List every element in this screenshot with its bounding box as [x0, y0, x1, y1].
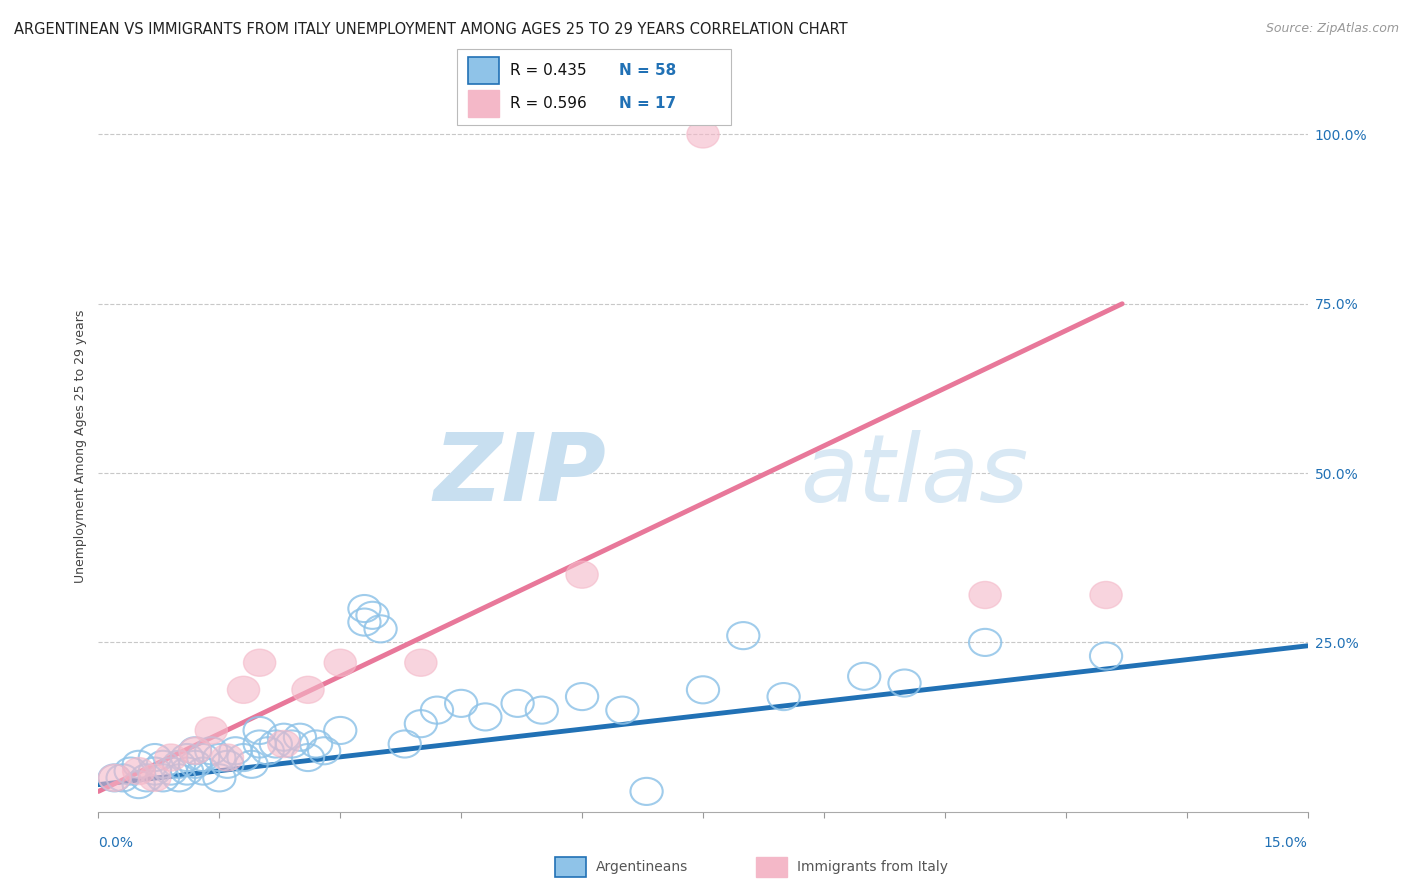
Ellipse shape: [228, 676, 260, 704]
Text: R = 0.596: R = 0.596: [510, 96, 588, 112]
Ellipse shape: [179, 737, 211, 764]
Ellipse shape: [567, 561, 598, 588]
Y-axis label: Unemployment Among Ages 25 to 29 years: Unemployment Among Ages 25 to 29 years: [75, 310, 87, 582]
Text: 15.0%: 15.0%: [1264, 836, 1308, 850]
Text: N = 17: N = 17: [619, 96, 676, 112]
Ellipse shape: [292, 676, 325, 704]
Ellipse shape: [98, 764, 131, 791]
Ellipse shape: [139, 764, 172, 791]
Ellipse shape: [122, 757, 155, 785]
Text: atlas: atlas: [800, 430, 1028, 521]
Ellipse shape: [195, 717, 228, 744]
Ellipse shape: [325, 649, 356, 676]
Text: Source: ZipAtlas.com: Source: ZipAtlas.com: [1265, 22, 1399, 36]
Ellipse shape: [155, 744, 187, 771]
Text: Immigrants from Italy: Immigrants from Italy: [797, 860, 948, 874]
Text: ZIP: ZIP: [433, 429, 606, 521]
Ellipse shape: [405, 649, 437, 676]
Text: 0.0%: 0.0%: [98, 836, 134, 850]
Text: R = 0.435: R = 0.435: [510, 62, 586, 78]
Ellipse shape: [1090, 582, 1122, 608]
Text: ARGENTINEAN VS IMMIGRANTS FROM ITALY UNEMPLOYMENT AMONG AGES 25 TO 29 YEARS CORR: ARGENTINEAN VS IMMIGRANTS FROM ITALY UNE…: [14, 22, 848, 37]
Ellipse shape: [211, 744, 243, 771]
Ellipse shape: [969, 582, 1001, 608]
Ellipse shape: [267, 731, 299, 757]
Text: N = 58: N = 58: [619, 62, 676, 78]
Ellipse shape: [688, 121, 718, 148]
Text: Argentineans: Argentineans: [596, 860, 689, 874]
Ellipse shape: [243, 649, 276, 676]
